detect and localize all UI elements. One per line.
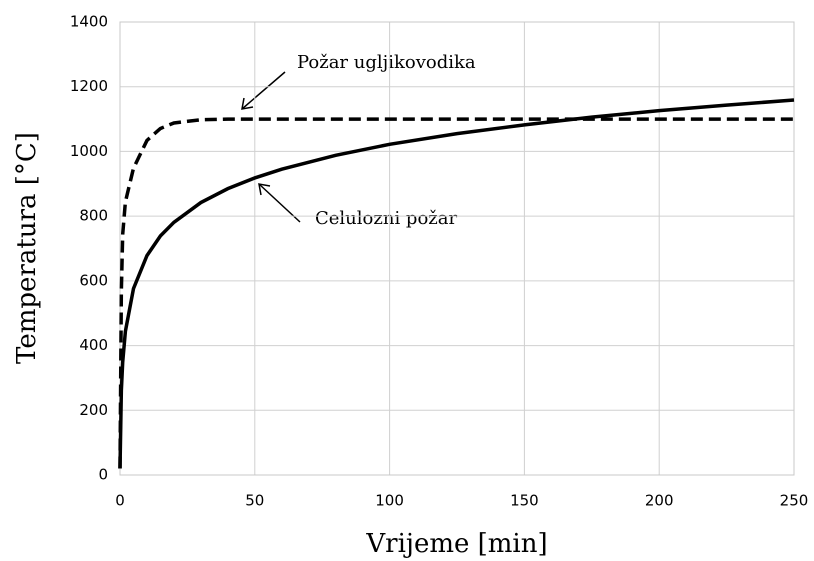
x-tick-label: 200 <box>645 492 674 510</box>
y-tick-label: 800 <box>79 207 108 225</box>
arrow <box>241 71 286 110</box>
x-axis-label: Vrijeme [min] <box>365 529 547 559</box>
line-series <box>118 98 795 469</box>
line-series <box>118 117 794 469</box>
y-tick-label: 0 <box>98 466 108 484</box>
x-tick-label: 50 <box>245 492 264 510</box>
x-tick-label: 150 <box>510 492 539 510</box>
annotation-arrows <box>241 71 301 223</box>
arrow-head <box>241 97 254 110</box>
x-tick-label: 0 <box>115 492 125 510</box>
y-tick-label: 200 <box>79 401 108 419</box>
y-axis-label: Temperatura [°C] <box>12 132 42 364</box>
y-tick-label: 1400 <box>70 13 108 31</box>
y-tick-label: 600 <box>79 271 108 289</box>
y-tick-label: 1000 <box>70 142 108 160</box>
y-tick-label: 400 <box>79 336 108 354</box>
arrow-head <box>258 183 271 196</box>
x-tick-label: 250 <box>780 492 809 510</box>
annotation: Celulozni požar <box>315 208 457 229</box>
annotation: Požar ugljikovodika <box>297 52 476 73</box>
x-tick-label: 100 <box>375 492 404 510</box>
y-tick-label: 1200 <box>70 77 108 95</box>
plot-frame <box>119 21 795 476</box>
